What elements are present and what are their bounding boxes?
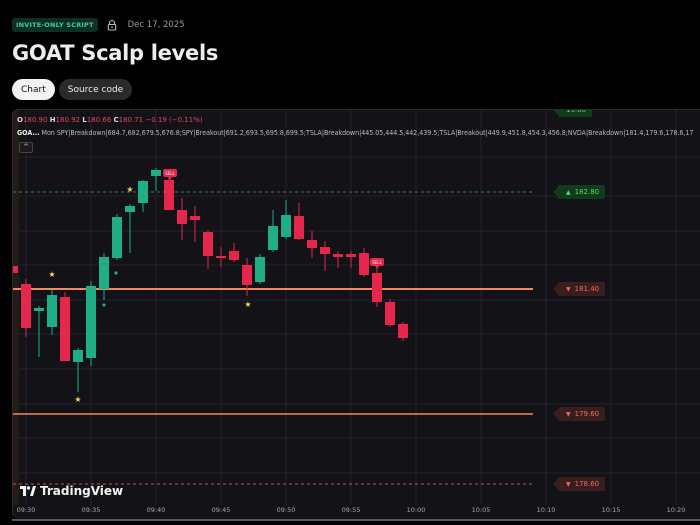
x-axis-label: 10:15: [601, 506, 621, 514]
svg-text:★: ★: [244, 300, 251, 309]
sell-signal-icon: SELL SELL: [163, 169, 384, 269]
tradingview-icon: [20, 486, 36, 496]
ohlc-legend: O180.90 H180.92 L180.66 C180.71 −0.19 (−…: [17, 116, 203, 124]
chevron-up-icon[interactable]: ^: [19, 142, 33, 153]
price-label-181-40: ▼ 181.40: [552, 282, 606, 296]
candlestick-plot: ★ ★ ★ ★ SELL SELL: [13, 110, 700, 505]
lock-icon: [107, 19, 116, 31]
price-label-178-60: ▼ 178.60: [552, 477, 606, 491]
x-axis-label: 09:50: [276, 506, 296, 514]
indicator-legend[interactable]: GOA... Mon SPY|Breakdown|684.7,682,679.5…: [17, 129, 694, 137]
x-axis-label: 09:30: [16, 506, 36, 514]
invite-only-badge: INVITE-ONLY SCRIPT: [12, 18, 98, 32]
price-label-top: 19.00: [552, 110, 593, 117]
x-axis-label: 09:35: [81, 506, 101, 514]
tab-chart[interactable]: Chart: [12, 79, 55, 100]
publish-date: Dec 17, 2025: [127, 20, 185, 30]
svg-text:★: ★: [74, 395, 81, 404]
tradingview-logo[interactable]: TradingView: [20, 484, 123, 498]
view-tabs: Chart Source code: [12, 79, 133, 100]
x-axis-label: 10:10: [536, 506, 556, 514]
tab-source-code[interactable]: Source code: [58, 79, 133, 100]
x-axis-label: 10:20: [666, 506, 686, 514]
price-label-182-80: ▲ 182.80: [552, 185, 606, 199]
chart-panel[interactable]: ★ ★ ★ ★ SELL SELL O180.90 H180.92 L180.6…: [12, 109, 700, 519]
x-axis-label: 09:45: [211, 506, 231, 514]
chart-scrollbar[interactable]: [12, 519, 700, 521]
svg-text:★: ★: [48, 270, 55, 279]
price-label-179-60: ▼ 179.60: [552, 407, 606, 421]
x-axis-label: 10:00: [406, 506, 426, 514]
svg-text:★: ★: [126, 185, 133, 194]
page-title: GOAT Scalp levels: [12, 41, 219, 65]
x-axis-label: 09:55: [341, 506, 361, 514]
x-axis-label: 10:05: [471, 506, 491, 514]
svg-text:SELL: SELL: [165, 171, 175, 176]
script-meta: INVITE-ONLY SCRIPT Dec 17, 2025: [12, 18, 185, 32]
x-axis-label: 09:40: [146, 506, 166, 514]
svg-text:SELL: SELL: [372, 260, 382, 265]
